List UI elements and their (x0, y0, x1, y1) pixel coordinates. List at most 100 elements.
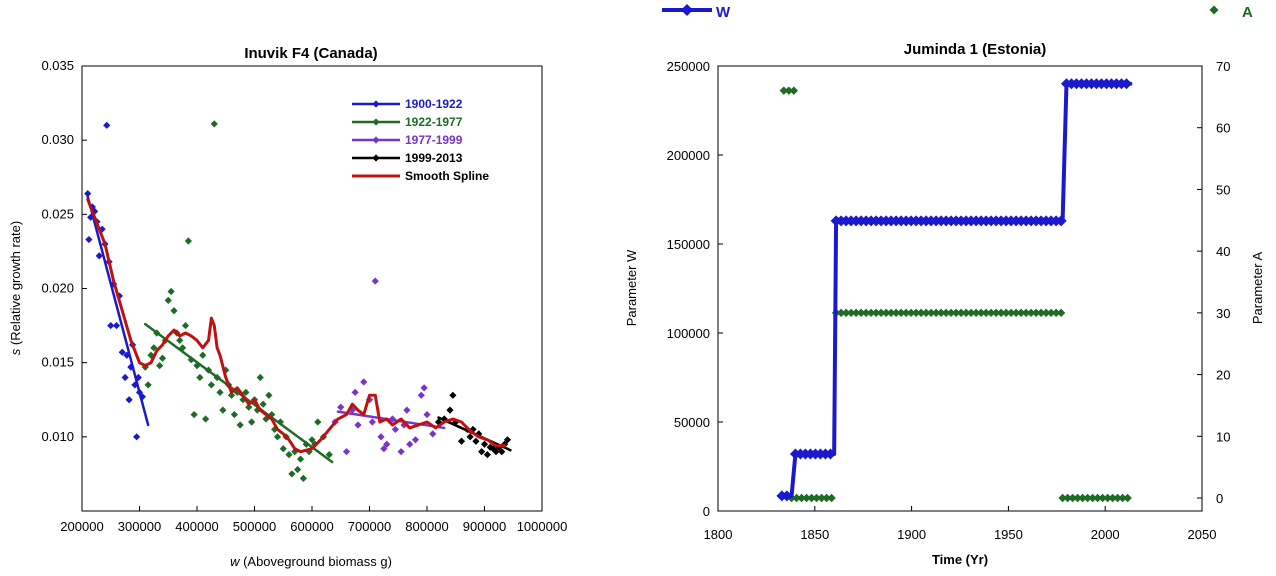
x-tick-label: 2000 (1091, 527, 1120, 542)
data-point (411, 436, 420, 444)
data-point (397, 448, 405, 456)
a-data-point (956, 308, 966, 318)
axes: 1800 1850 1900 1950 2000 20500500001000001500… (667, 59, 1231, 542)
a-data-point (784, 86, 794, 95)
w-data-point (1120, 78, 1132, 90)
data-point (248, 418, 256, 426)
w-series-line (779, 81, 1133, 498)
data-point (181, 321, 190, 330)
y-tick-label-right: 10 (1216, 429, 1230, 444)
a-data-point (926, 308, 936, 318)
data-point (354, 421, 362, 429)
legend-swatch-marker (372, 118, 380, 126)
legend-label: Smooth Spline (405, 169, 489, 183)
data-point (279, 445, 287, 453)
data-point (403, 406, 411, 414)
a-data-point (1108, 493, 1117, 503)
data-point (288, 470, 296, 478)
legend-label: 1977-1999 (405, 133, 463, 147)
legend-label: 1900-1922 (405, 97, 463, 111)
data-point (112, 321, 121, 330)
a-data-point (941, 308, 951, 318)
x-tick-label: 700000 (348, 519, 391, 534)
a-data-point (996, 308, 1006, 318)
x-tick-label: 2050 (1188, 527, 1217, 542)
a-data-point (1063, 493, 1072, 503)
data-point (483, 451, 491, 459)
data-point (107, 321, 115, 330)
smooth-spline-line (86, 198, 507, 454)
a-data-point (856, 308, 866, 318)
chart-inuvik: Inuvik F4 (Canada) 200000 300000 400000 500… (8, 45, 567, 569)
data-point (314, 418, 322, 426)
data-point (472, 437, 480, 445)
y-axis-label-symbol: s (8, 348, 23, 355)
a-data-point (1011, 308, 1021, 318)
data-point (337, 403, 345, 411)
x-tick-label: 1950 (994, 527, 1023, 542)
data-point (423, 410, 431, 419)
y-tick-label-left: 0 (703, 504, 710, 519)
a-data-point (946, 308, 956, 318)
data-point (294, 465, 302, 474)
data-point (368, 418, 376, 426)
a-data-point (981, 308, 991, 318)
a-data-point (871, 308, 881, 318)
a-data-point (1006, 308, 1016, 318)
y-axis-label-right: Parameter A (1250, 252, 1265, 325)
a-data-point (991, 308, 1001, 318)
data-point (187, 356, 195, 364)
legend-label: 1922-1977 (405, 115, 463, 129)
a-data-point (802, 493, 811, 503)
data-point (429, 430, 437, 438)
x-tick-label: 800000 (405, 519, 448, 534)
a-data-point (971, 308, 981, 318)
data-point (480, 440, 489, 448)
data-point (230, 410, 238, 419)
a-data-point (1083, 493, 1092, 503)
data-point (391, 425, 399, 434)
data-point (170, 307, 178, 315)
data-point (478, 448, 486, 456)
data-point (84, 189, 92, 198)
data-point (420, 384, 428, 392)
a-data-point (836, 308, 846, 318)
a-data-point (936, 308, 946, 318)
y-tick-label: 0.020 (41, 281, 74, 296)
a-data-point (976, 308, 986, 318)
data-point (118, 348, 126, 356)
data-point (380, 445, 388, 453)
a-data-point (789, 86, 799, 95)
a-data-point (1073, 493, 1082, 503)
data-point (449, 391, 457, 399)
plot-frame (717, 65, 1203, 512)
data-point (184, 237, 192, 245)
y-tick-label-right: 0 (1216, 491, 1223, 506)
y-axis-label-text: (Relative growth rate) (8, 221, 23, 349)
data-point (190, 410, 198, 419)
x-tick-label: 300000 (118, 519, 161, 534)
y-tick-label-right: 50 (1216, 182, 1230, 197)
a-data-point (1041, 308, 1051, 318)
x-tick-label: 600000 (290, 519, 333, 534)
a-data-point (966, 308, 976, 318)
a-data-point (951, 308, 961, 318)
plot-marks (776, 78, 1133, 503)
axes: 200000 300000 400000 500000 600000 700000 8000… (41, 58, 567, 534)
data-point (466, 433, 474, 441)
fit-line (86, 195, 150, 427)
fit-line (336, 410, 446, 430)
a-data-point (822, 493, 831, 503)
legend-swatch-marker-w (681, 4, 693, 16)
a-data-point (911, 308, 921, 318)
data-point (417, 391, 425, 399)
y-tick-label-right: 40 (1216, 244, 1230, 259)
chart-juminda: Juminda 1 (Estonia) 1800 1850 1900 1950 2000… (624, 4, 1265, 567)
data-point (95, 252, 103, 260)
data-point (127, 363, 135, 371)
a-data-point (916, 308, 926, 318)
data-point (219, 406, 227, 414)
y-tick-label: 0.015 (41, 355, 74, 370)
plot-marks (84, 120, 512, 482)
